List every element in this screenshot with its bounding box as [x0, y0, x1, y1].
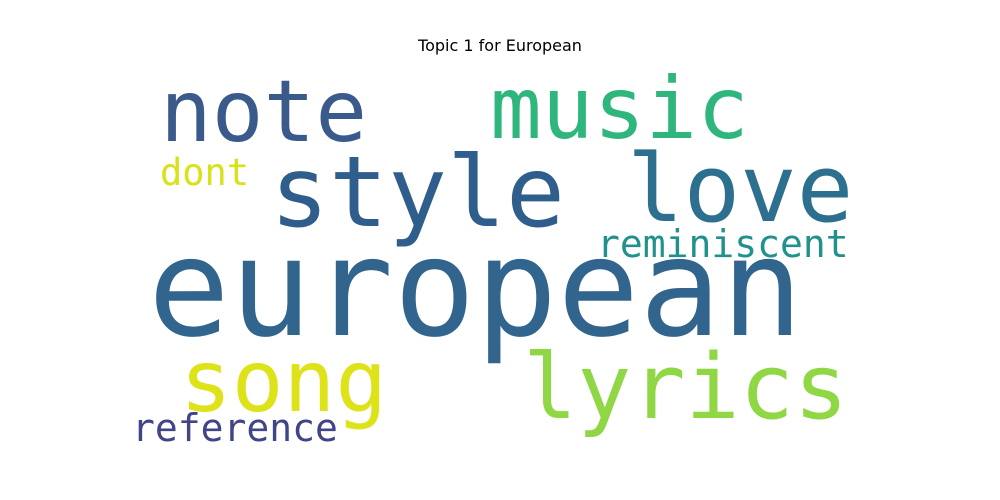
word-lyrics: lyrics: [523, 335, 848, 440]
word-song: song: [180, 332, 387, 432]
word-music: music: [490, 59, 749, 159]
word-reference: reference: [132, 406, 338, 450]
word-dont: dont: [160, 151, 249, 194]
word-love: love: [627, 135, 853, 244]
word-style: style: [270, 136, 565, 250]
word-european: european: [148, 210, 803, 368]
word-note: note: [160, 62, 367, 162]
chart-title: Topic 1 for European: [418, 36, 582, 55]
word-reminiscent: reminiscent: [597, 222, 849, 266]
